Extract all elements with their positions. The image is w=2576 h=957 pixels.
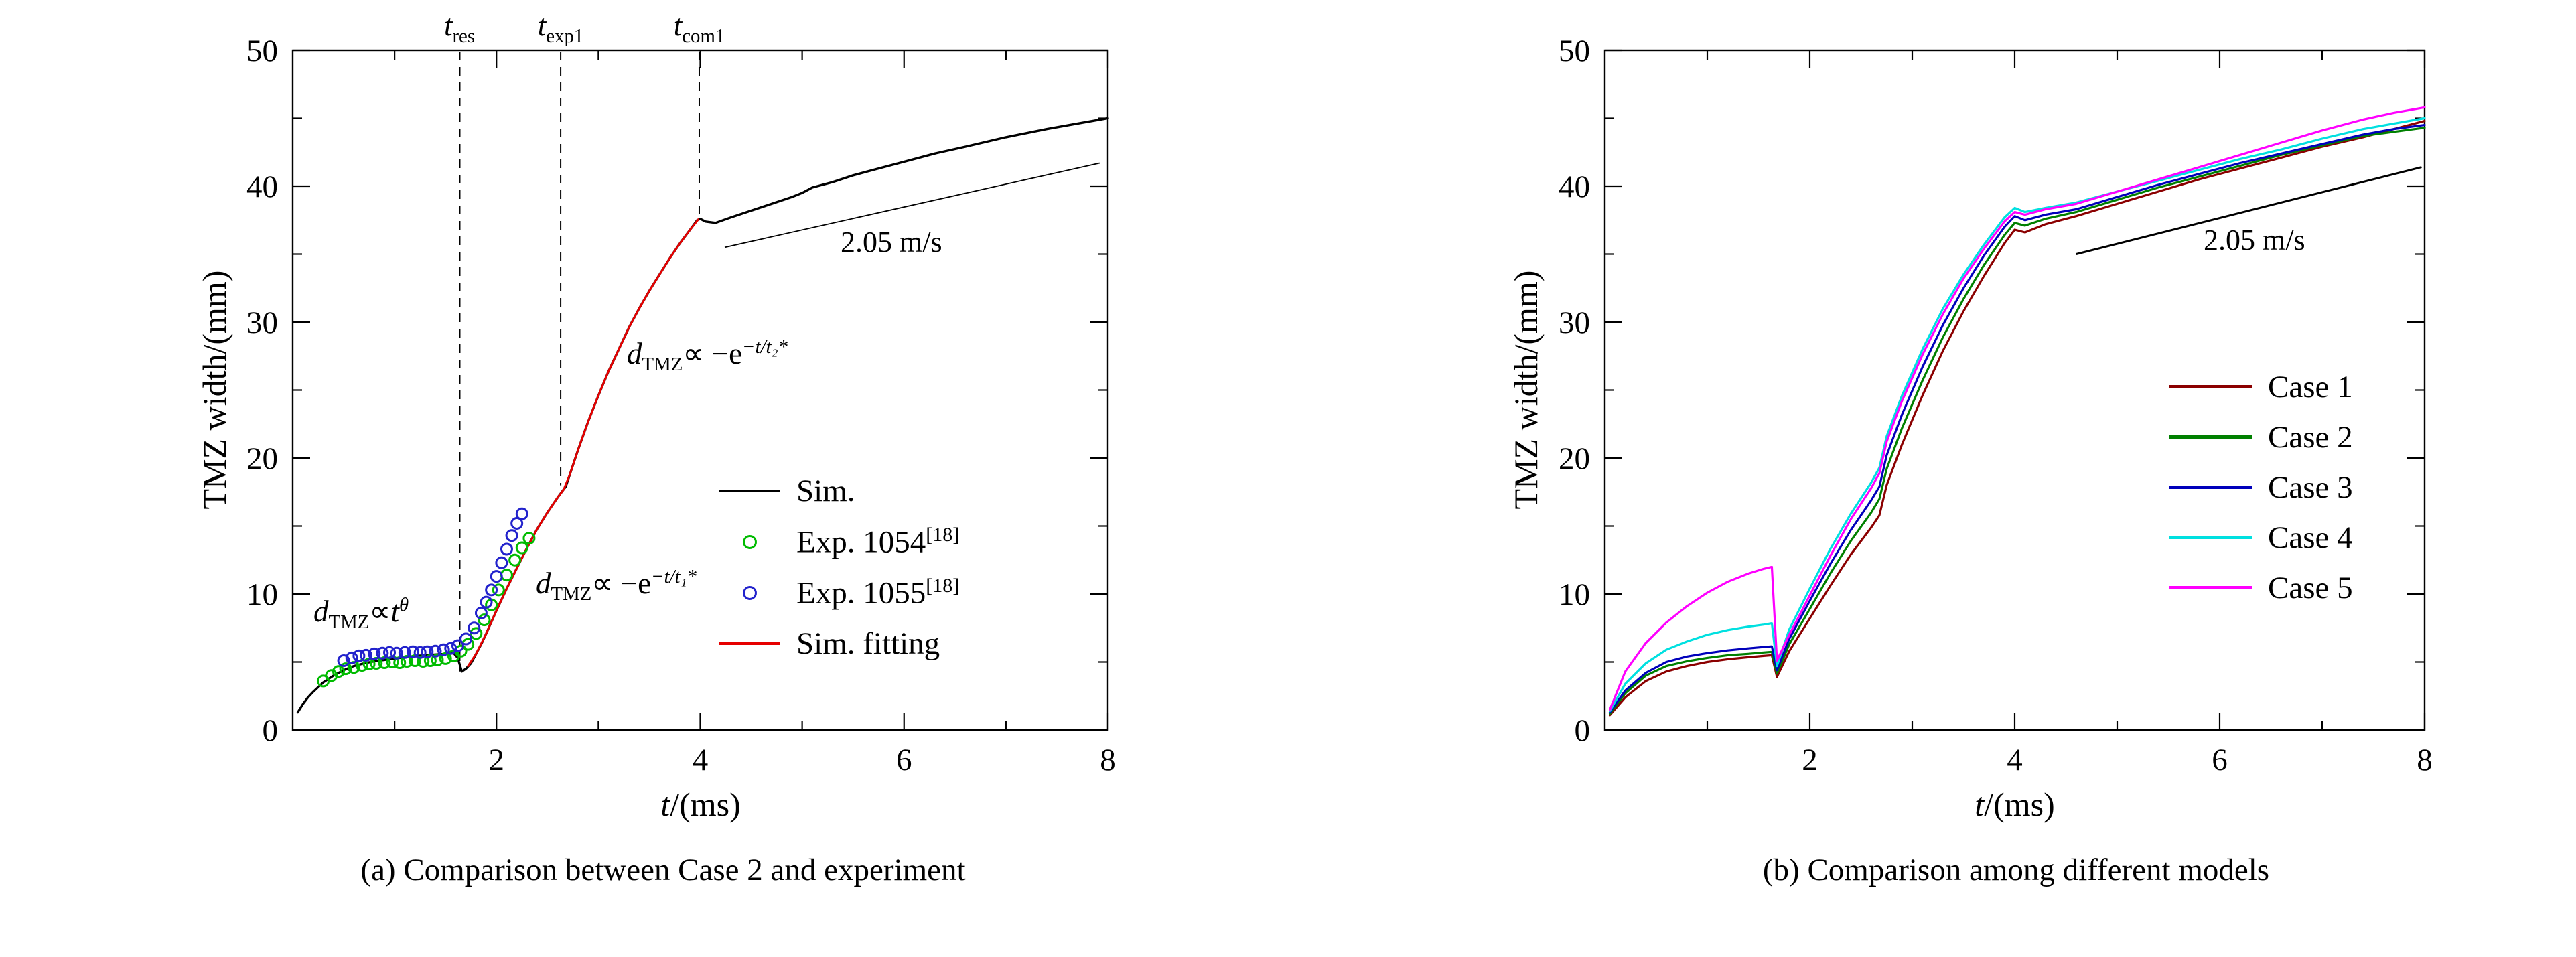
svg-text:20: 20 xyxy=(1559,441,1590,476)
svg-text:40: 40 xyxy=(1559,169,1590,204)
legend-item-case-5: Case 5 xyxy=(2169,563,2353,613)
svg-text:10: 10 xyxy=(1559,577,1590,612)
event-label-t-exp1: texp1 xyxy=(537,9,584,47)
legend-a: Sim. Exp. 1054[18] Exp. 1055[18] Sim. fi… xyxy=(719,465,959,669)
x-axis-title-b: t/(ms) xyxy=(1975,786,2055,823)
svg-text:10: 10 xyxy=(246,577,278,612)
x-axis-title-a: t/(ms) xyxy=(660,786,741,823)
slope-label-b: 2.05 m/s xyxy=(2204,224,2305,256)
event-label-t-res: tres xyxy=(443,9,476,47)
y-axis-title-a: TMZ width/(mm) xyxy=(196,270,233,510)
svg-text:50: 50 xyxy=(246,33,278,68)
legend-item-sim-fitting: Sim. fitting xyxy=(719,618,959,669)
legend-item-case-3: Case 3 xyxy=(2169,462,2353,512)
svg-text:20: 20 xyxy=(246,441,278,476)
case-2-line-swatch xyxy=(2169,435,2252,439)
legend-item-case-4: Case 4 xyxy=(2169,512,2353,563)
svg-text:2: 2 xyxy=(489,743,505,778)
annotation-exp-fit-2: dTMZ∝ −e−t/t₂* xyxy=(627,336,788,375)
legend-item-case-2: Case 2 xyxy=(2169,412,2353,462)
svg-text:2: 2 xyxy=(1802,743,1818,778)
chart-b-plot: 2 4 6 8 0 10 20 30 40 50 xyxy=(1559,33,2433,778)
exp-1055-marker-icon xyxy=(719,585,780,600)
legend-item-sim: Sim. xyxy=(719,465,959,516)
case-1-line-swatch xyxy=(2169,385,2252,388)
legend-item-exp-1055: Exp. 1055[18] xyxy=(719,567,959,618)
svg-text:30: 30 xyxy=(246,305,278,340)
sim-line-swatch xyxy=(719,490,780,492)
fitting-line-swatch xyxy=(719,642,780,645)
annotation-exp-fit-1: dTMZ∝ −e−t/t₁* xyxy=(536,566,697,605)
y-axis-title-b: TMZ width/(mm) xyxy=(1507,270,1545,510)
caption-a: (a) Comparison between Case 2 and experi… xyxy=(360,853,966,887)
chart-a-plot: 2 4 6 8 0 10 20 30 40 50 xyxy=(246,33,1116,778)
legend-item-case-1: Case 1 xyxy=(2169,362,2353,412)
svg-text:8: 8 xyxy=(1100,743,1116,778)
legend-item-exp-1054: Exp. 1054[18] xyxy=(719,516,959,567)
annotation-power-law: dTMZ∝tθ xyxy=(313,594,409,633)
svg-text:8: 8 xyxy=(2417,743,2433,778)
caption-b: (b) Comparison among different models xyxy=(1762,853,2270,887)
svg-text:40: 40 xyxy=(246,169,278,204)
legend-b: Case 1 Case 2 Case 3 Case 4 Case 5 xyxy=(2169,362,2353,613)
svg-text:0: 0 xyxy=(1575,713,1591,748)
slope-label-a: 2.05 m/s xyxy=(841,226,942,259)
svg-text:0: 0 xyxy=(263,713,279,748)
event-label-t-com1: tcom1 xyxy=(673,9,725,47)
svg-text:6: 6 xyxy=(896,743,912,778)
svg-text:6: 6 xyxy=(2212,743,2228,778)
case-3-line-swatch xyxy=(2169,486,2252,489)
svg-text:30: 30 xyxy=(1559,305,1590,340)
exp-1054-marker-icon xyxy=(719,534,780,549)
svg-text:4: 4 xyxy=(693,743,709,778)
case-4-line-swatch xyxy=(2169,536,2252,539)
svg-text:4: 4 xyxy=(2007,743,2023,778)
svg-text:50: 50 xyxy=(1559,33,1590,68)
case-5-line-swatch xyxy=(2169,586,2252,589)
